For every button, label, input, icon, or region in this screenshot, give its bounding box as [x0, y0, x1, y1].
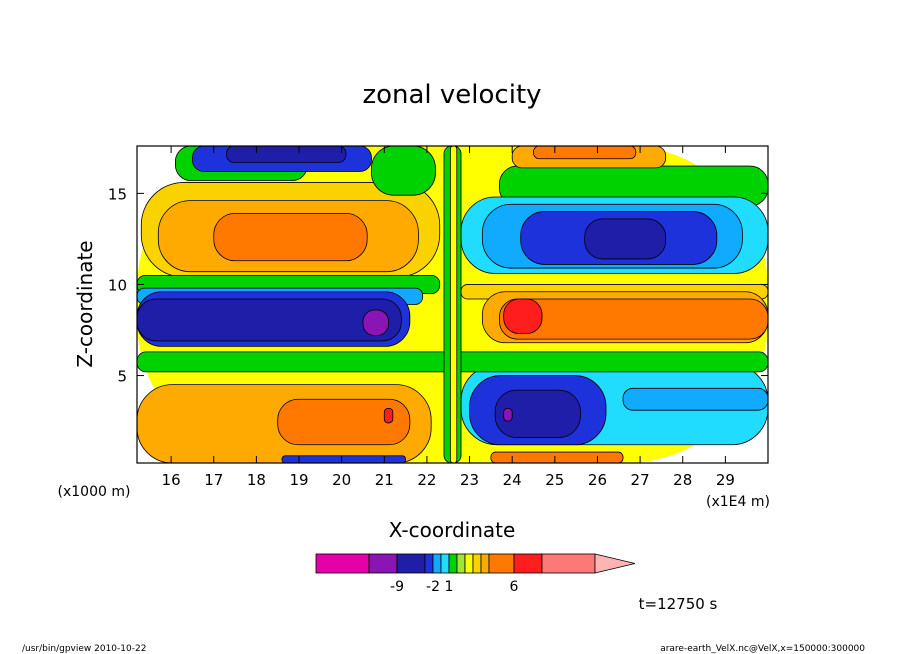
- contour-region-22: [499, 298, 768, 340]
- colorbar-swatch: [432, 553, 442, 574]
- contour-region-35: [281, 455, 407, 463]
- contour-region-10: [533, 146, 637, 160]
- y-tick-label: 15: [108, 185, 127, 203]
- y-tick-label: 5: [117, 368, 127, 386]
- colorbar-swatch: [440, 553, 450, 574]
- x-tick-label: 26: [588, 471, 607, 489]
- contour-region-31: [622, 387, 768, 411]
- contour-region-30: [503, 407, 513, 422]
- x-tick-label: 27: [631, 471, 650, 489]
- colorbar-swatch: [315, 553, 370, 574]
- footer-left: /usr/bin/gpview 2010-10-22: [22, 644, 146, 654]
- x-tick-label: 22: [417, 471, 436, 489]
- colorbar-swatch: [456, 553, 466, 574]
- x-tick-label: 21: [375, 471, 394, 489]
- colorbar-swatch: [368, 553, 398, 574]
- colorbar-swatch: [448, 553, 458, 574]
- colorbar-swatch: [396, 553, 426, 574]
- contour-region-36: [490, 451, 624, 463]
- colorbar-tick-label: -9: [390, 579, 404, 595]
- x-tick-label: 16: [162, 471, 181, 489]
- colorbar-tick-label: 1: [445, 579, 454, 595]
- contour-region-3: [213, 213, 368, 262]
- colorbar-extend-arrow: [594, 553, 636, 574]
- colorbar-swatch: [472, 553, 482, 574]
- contour-region-7: [371, 146, 436, 196]
- contour-region-29: [494, 389, 581, 438]
- y-axis-label: Z-coordinate: [73, 240, 97, 367]
- plot-area: [136, 145, 769, 464]
- y-axis-ticks: 5 10 15: [108, 185, 768, 386]
- x-tick-label: 18: [247, 471, 266, 489]
- contour-region-14: [584, 218, 667, 260]
- colorbar-tick-label: 6: [510, 579, 519, 595]
- x-axis-ticks: 16 17 18 19 20 21 22 23 24 25 26 27 28 29: [162, 146, 735, 489]
- x-tick-label: 24: [503, 471, 522, 489]
- colorbar-tick-labels: -9 -2 1 6: [390, 579, 519, 595]
- contour-region-18: [137, 298, 402, 342]
- contour-region-34: [449, 146, 458, 463]
- plot-frame: [136, 145, 769, 464]
- x-axis-label: X-coordinate: [389, 518, 516, 542]
- x-tick-label: 17: [204, 471, 223, 489]
- x-unit-note: (x1E4 m): [706, 494, 770, 510]
- contour-region-26: [383, 407, 394, 424]
- colorbar-swatch: [541, 553, 596, 574]
- footer-right: arare-earth_VelX.nc@VelX,x=150000:300000: [660, 644, 865, 654]
- x-tick-label: 19: [289, 471, 308, 489]
- x-tick-label: 23: [460, 471, 479, 489]
- time-annotation: t=12750 s: [639, 595, 718, 613]
- contour-region-25: [277, 398, 411, 446]
- x-tick-label: 20: [332, 471, 351, 489]
- colorbar-swatch: [424, 553, 434, 574]
- x-tick-label: 28: [673, 471, 692, 489]
- contour-region-23: [503, 298, 543, 335]
- contour-field: [137, 146, 768, 463]
- colorbar-swatch: [513, 553, 543, 574]
- contour-region-6: [226, 146, 347, 163]
- colorbar-swatch: [464, 553, 474, 574]
- y-unit-note: (x1000 m): [58, 484, 131, 500]
- x-tick-label: 29: [716, 471, 735, 489]
- colorbar-swatch: [488, 553, 515, 574]
- y-tick-label: 10: [108, 276, 127, 294]
- colorbar-tick-label: -2: [426, 579, 440, 595]
- contour-region-19: [362, 309, 389, 336]
- colorbar: [315, 553, 636, 574]
- chart-title: zonal velocity: [362, 80, 541, 110]
- x-tick-label: 25: [545, 471, 564, 489]
- colorbar-swatch: [480, 553, 490, 574]
